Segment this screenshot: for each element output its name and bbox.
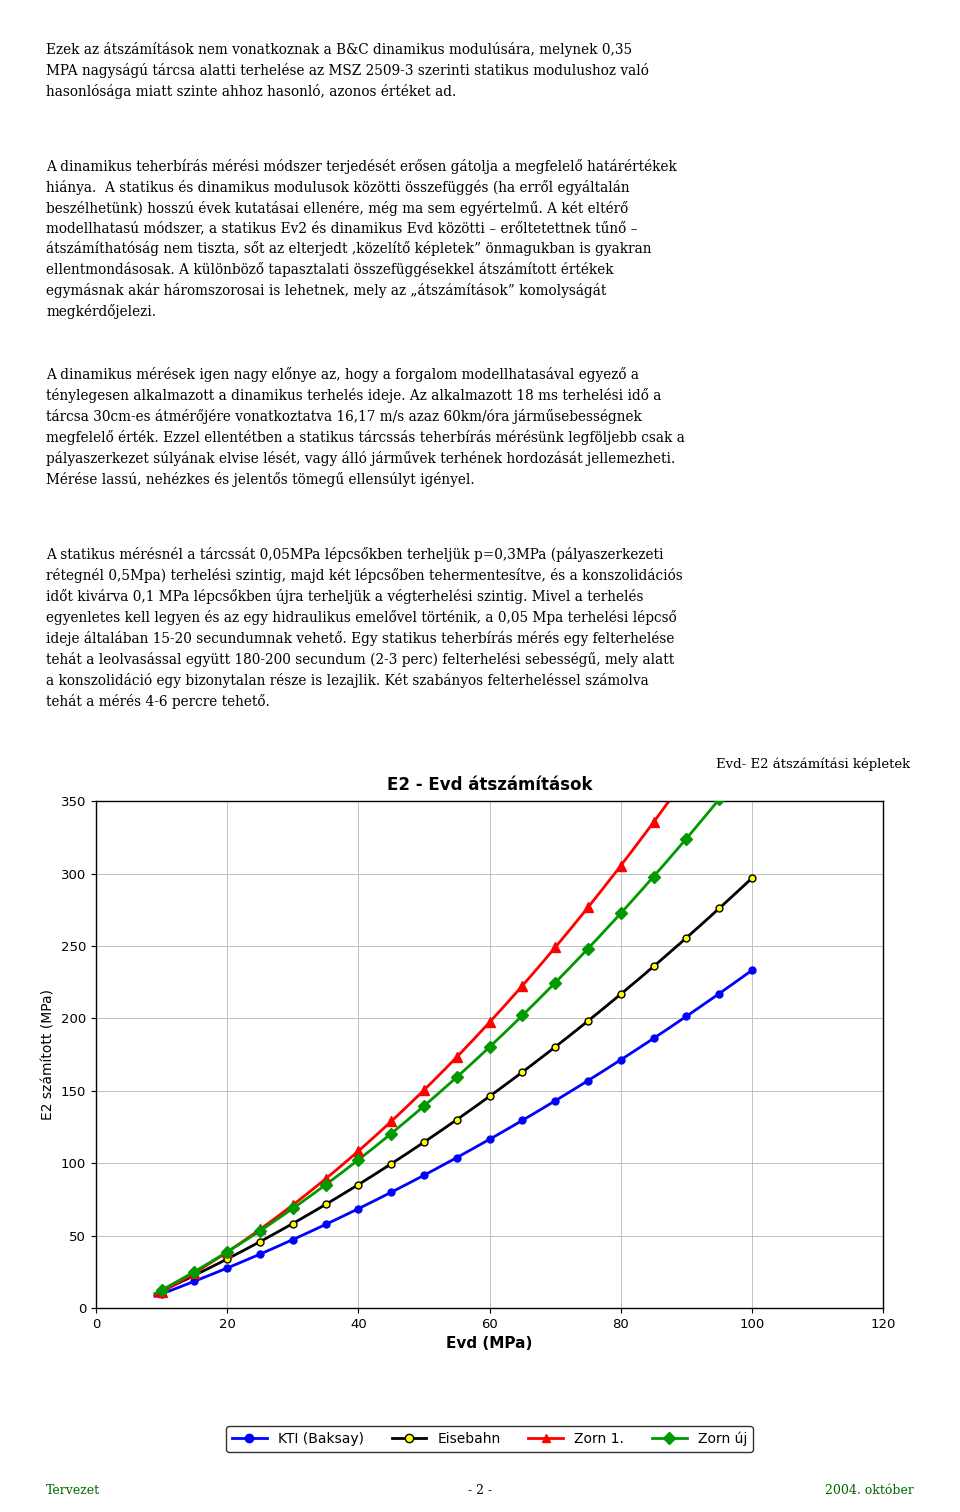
Text: A dinamikus teherbírás mérési módszer terjedését erősen gátolja a megfelelő hatá: A dinamikus teherbírás mérési módszer te… bbox=[46, 159, 677, 319]
Text: A statikus mérésnél a tárcssát 0,05MPa lépcsőkben terheljük p=0,3MPa (pályaszerk: A statikus mérésnél a tárcssát 0,05MPa l… bbox=[46, 547, 683, 709]
Text: A dinamikus mérések igen nagy előnye az, hogy a forgalom modellhatasával egyező : A dinamikus mérések igen nagy előnye az,… bbox=[46, 367, 684, 487]
Text: Tervezet: Tervezet bbox=[46, 1483, 100, 1497]
Legend: KTI (Baksay), Eisebahn, Zorn 1., Zorn új: KTI (Baksay), Eisebahn, Zorn 1., Zorn új bbox=[227, 1426, 753, 1452]
Text: Ezek az átszámítások nem vonatkoznak a B&C dinamikus modulúsára, melynek 0,35
MP: Ezek az átszámítások nem vonatkoznak a B… bbox=[46, 42, 649, 100]
Y-axis label: E2 számított (MPa): E2 számított (MPa) bbox=[41, 989, 56, 1120]
Text: - 2 -: - 2 - bbox=[468, 1483, 492, 1497]
Title: E2 - Evd átszámítások: E2 - Evd átszámítások bbox=[387, 776, 592, 794]
Text: Evd- E2 átszámítási képletek: Evd- E2 átszámítási képletek bbox=[716, 758, 910, 771]
X-axis label: Evd (MPa): Evd (MPa) bbox=[446, 1337, 533, 1352]
Text: 2004. október: 2004. október bbox=[825, 1483, 914, 1497]
